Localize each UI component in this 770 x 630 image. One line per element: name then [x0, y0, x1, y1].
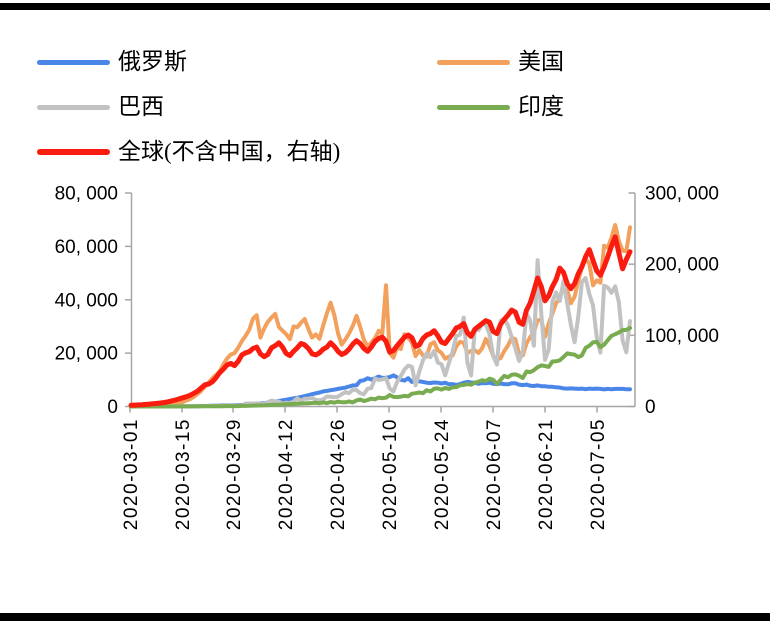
series-lines	[128, 223, 633, 409]
x-axis-tick-label: 2020-03-01	[121, 418, 142, 530]
x-axis-tick-label: 2020-07-05	[588, 418, 609, 530]
left-axis-tick-label: 20, 000	[55, 344, 118, 365]
x-axis-tick-label: 2020-06-21	[536, 418, 557, 530]
x-axis-tick-label: 2020-04-12	[276, 418, 297, 530]
legend-item-india: 印度	[437, 94, 564, 120]
legend-label-india: 印度	[518, 94, 564, 119]
x-axis-tick-label: 2020-03-29	[224, 418, 245, 530]
left-axis-tick-label: 80, 000	[55, 184, 118, 205]
top-border-rule	[0, 3, 770, 10]
legend-item-global: 全球(不含中国，右轴)	[37, 139, 340, 165]
legend-label-global: 全球(不含中国，右轴)	[118, 139, 341, 164]
right-axis-tick-label: 100, 000	[645, 326, 719, 347]
legend-line-india	[437, 104, 510, 110]
x-axis-tick-label: 2020-06-07	[484, 418, 505, 530]
legend-label-russia: 俄罗斯	[118, 49, 187, 74]
legend-item-us: 美国	[437, 49, 564, 75]
legend-label-brazil: 巴西	[118, 94, 164, 119]
legend-item-brazil: 巴西	[37, 94, 164, 120]
left-axis-tick-label: 0	[107, 397, 118, 418]
legend-line-brazil	[37, 104, 110, 110]
legend-line-us	[437, 59, 510, 65]
legend-line-russia	[37, 59, 110, 65]
legend-line-global	[37, 149, 110, 155]
right-axis-tick-label: 200, 000	[645, 255, 719, 276]
series-line-india	[129, 326, 632, 409]
bottom-border-rule	[0, 613, 770, 621]
right-axis-tick-label: 0	[645, 397, 656, 418]
left-axis-tick-label: 40, 000	[55, 291, 118, 312]
x-axis-tick-label: 2020-05-24	[432, 418, 453, 530]
axis-labels: 0 20, 000 40, 000 60, 000 80, 000 0 100,…	[55, 184, 719, 531]
x-axis-tick-label: 2020-03-15	[173, 418, 194, 530]
left-axis-tick-label: 60, 000	[55, 237, 118, 258]
x-axis-tick-label: 2020-04-26	[328, 418, 349, 530]
legend-item-russia: 俄罗斯	[37, 49, 187, 75]
x-axis-tick-label: 2020-05-10	[380, 418, 401, 530]
right-axis-tick-label: 300, 000	[645, 184, 719, 205]
series-line-global_ex_china	[128, 234, 633, 408]
legend-label-us: 美国	[518, 49, 564, 74]
